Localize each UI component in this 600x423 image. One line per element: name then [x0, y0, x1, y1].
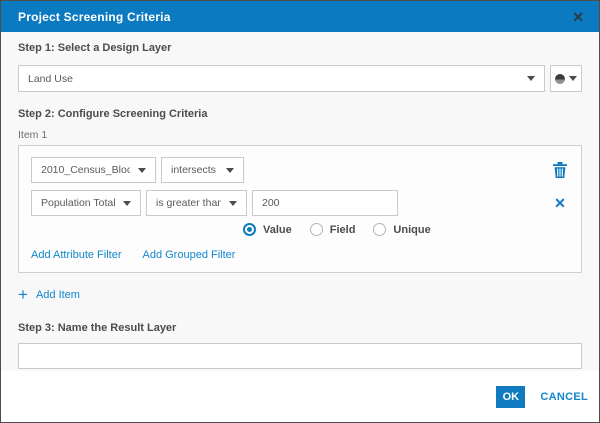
criteria-layer-select[interactable]: 2010_Census_Blocks: [31, 157, 156, 183]
radio-value[interactable]: Value: [243, 223, 292, 236]
result-layer-name-input[interactable]: [18, 343, 582, 369]
chevron-down-icon: [123, 200, 131, 206]
dialog-footer: OK CANCEL: [1, 371, 599, 422]
filter-value-input[interactable]: [252, 190, 398, 216]
add-item-label: Add Item: [35, 289, 80, 301]
design-layer-row: Land Use: [18, 65, 582, 92]
radio-unique-label: Unique: [393, 223, 431, 236]
item-panel: 2010_Census_Blocks intersects: [18, 145, 582, 273]
radio-circle: [309, 223, 323, 236]
radio-field[interactable]: Field: [309, 223, 356, 236]
ok-button[interactable]: OK: [496, 385, 526, 408]
dialog-header: Project Screening Criteria ✕: [1, 1, 599, 32]
spatial-criteria-row: 2010_Census_Blocks intersects: [31, 157, 569, 183]
spatial-operator-value: intersects: [171, 164, 216, 176]
radio-unique[interactable]: Unique: [373, 223, 431, 236]
chevron-down-icon: [138, 167, 146, 173]
filter-operator-select[interactable]: is greater than: [146, 190, 247, 216]
radio-circle: [243, 223, 256, 236]
filter-links-row: Add Attribute Filter Add Grouped Filter: [31, 249, 569, 261]
step3-label: Step 3: Name the Result Layer: [18, 322, 177, 334]
chevron-down-icon: [527, 76, 535, 81]
dialog-title: Project Screening Criteria: [18, 9, 171, 24]
dialog-body: Step 1: Select a Design Layer Land Use S…: [1, 32, 599, 369]
close-icon[interactable]: ✕: [572, 8, 584, 25]
design-layer-value: Land Use: [28, 72, 73, 85]
step1-label: Step 1: Select a Design Layer: [18, 42, 172, 54]
cancel-button[interactable]: CANCEL: [540, 390, 588, 403]
radio-value-label: Value: [263, 223, 292, 236]
plus-icon: +: [18, 285, 28, 304]
spatial-operator-select[interactable]: intersects: [161, 157, 244, 183]
item-label: Item 1: [18, 129, 48, 141]
filter-mode-radio-group: Value Field Unique: [243, 223, 569, 236]
layer-symbol-icon: [555, 73, 565, 84]
trash-icon[interactable]: [551, 161, 569, 179]
criteria-layer-value: 2010_Census_Blocks: [41, 164, 130, 176]
radio-field-label: Field: [329, 223, 356, 236]
add-attribute-filter-link[interactable]: Add Attribute Filter: [31, 249, 122, 261]
filter-field-value: Population Total: [41, 197, 115, 209]
radio-circle: [373, 223, 387, 236]
add-item-button[interactable]: + Add Item: [18, 285, 582, 304]
remove-x-icon[interactable]: ✕: [554, 195, 566, 211]
design-layer-select[interactable]: Land Use: [18, 65, 545, 92]
add-grouped-filter-link[interactable]: Add Grouped Filter: [142, 249, 236, 261]
attribute-filter-row: Population Total is greater than ✕: [31, 190, 569, 216]
chevron-down-icon: [229, 200, 237, 206]
chevron-down-icon: [569, 76, 577, 81]
filter-operator-value: is greater than: [156, 197, 221, 209]
chevron-down-icon: [226, 167, 234, 173]
step2-label: Step 2: Configure Screening Criteria: [18, 108, 208, 120]
filter-field-select[interactable]: Population Total: [31, 190, 141, 216]
layer-symbol-button[interactable]: [550, 65, 582, 92]
